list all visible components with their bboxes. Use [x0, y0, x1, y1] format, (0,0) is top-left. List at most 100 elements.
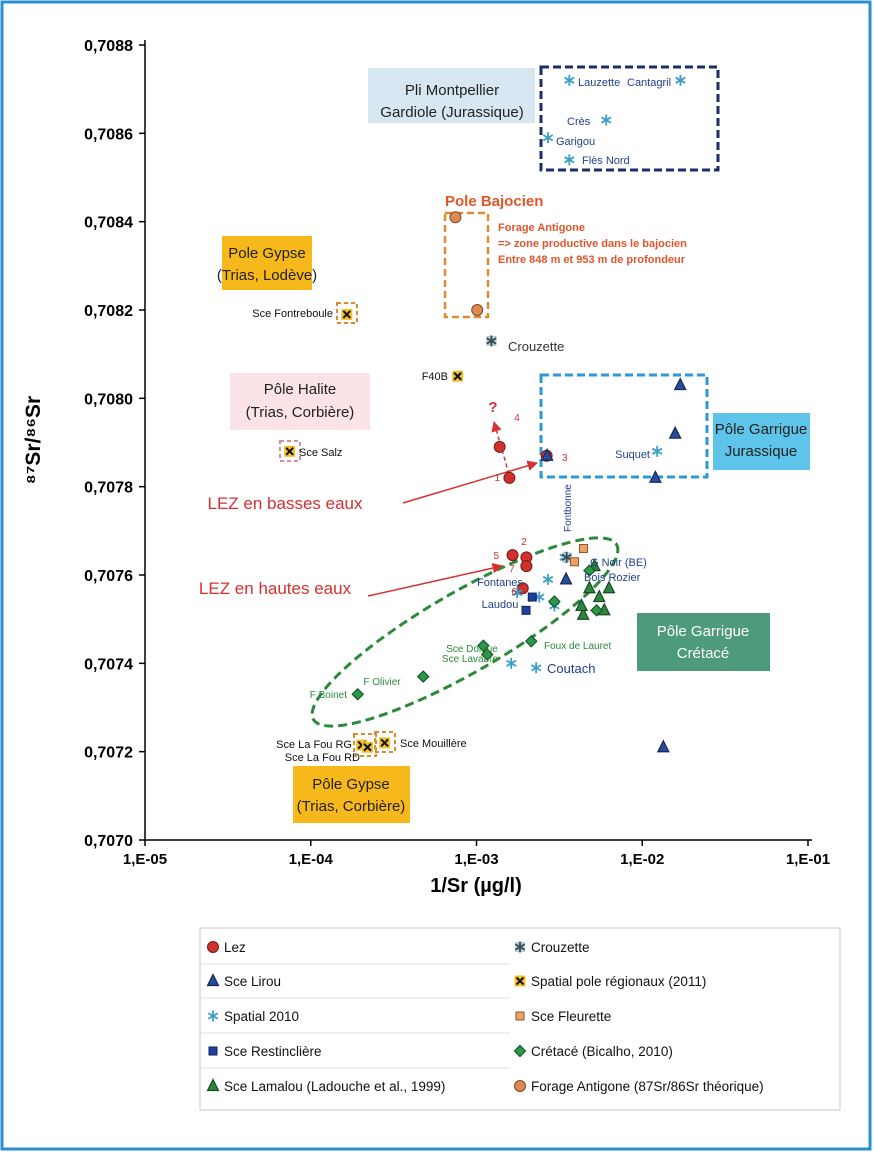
- marker-part: [527, 592, 537, 602]
- point: [524, 634, 538, 648]
- annotation: Pole Gypse (Trias, Lodève): [217, 245, 317, 284]
- marker-part: [513, 1044, 527, 1058]
- annotation-line: Jurassique: [725, 443, 798, 460]
- point: [521, 605, 531, 615]
- y-tick-label: 0,7084: [84, 215, 133, 232]
- x-tick-label: 1,E-01: [786, 851, 830, 868]
- marker-part: [285, 447, 294, 456]
- legend-label: Forage Antigone (87Sr/86Sr théorique): [531, 1079, 764, 1094]
- point: [542, 132, 554, 144]
- annotation: ?: [488, 399, 497, 416]
- group-box: [539, 65, 720, 172]
- y-tick-label: 0,7080: [84, 391, 133, 408]
- point: [351, 687, 365, 701]
- legend-label: Spatial 2010: [224, 1009, 299, 1024]
- annotation-line: Pôle Garrigue: [715, 421, 808, 438]
- legend-marker: [207, 1010, 219, 1022]
- annotation-line: Gardiole (Jurassique): [380, 104, 523, 121]
- point: [592, 589, 606, 603]
- marker-part: [520, 560, 533, 573]
- annotation: Pôle Garrigue Crétacé: [657, 623, 750, 662]
- point: [548, 595, 561, 608]
- marker-part: [576, 606, 590, 620]
- point: [668, 425, 682, 439]
- annotation: 6: [511, 587, 517, 598]
- group-box: [374, 731, 396, 753]
- annotation: Sce Fontreboule: [252, 308, 333, 320]
- marker-part: [590, 603, 603, 617]
- marker-part: [206, 973, 220, 987]
- y-tick-label: 0,7076: [84, 568, 133, 585]
- marker-part: [675, 76, 686, 84]
- marker-part: [582, 580, 596, 594]
- legend-label: Sce Lirou: [224, 974, 281, 989]
- marker-part: [548, 595, 561, 608]
- marker-part: [651, 447, 663, 455]
- annotation: Sce La Fou RD: [285, 752, 360, 764]
- annotation: Laudou: [482, 599, 519, 611]
- annotation-line: (Trias, Lodève): [217, 267, 317, 284]
- legend-marker: [208, 1046, 218, 1056]
- annotation: Fontanes: [477, 577, 523, 589]
- legend-marker: [514, 975, 526, 987]
- legend-marker: [206, 973, 220, 987]
- marker-part: [564, 156, 575, 164]
- marker-part: [208, 1046, 218, 1056]
- annotation-line: => zone productive dans le bajocien: [498, 238, 687, 250]
- marker-part: [600, 116, 612, 124]
- marker-part: [575, 598, 588, 612]
- marker-part: [471, 304, 484, 316]
- marker-part: [449, 211, 462, 224]
- marker-part: [578, 544, 588, 553]
- annotation: G Noir (BE): [590, 557, 647, 569]
- point: [564, 154, 575, 166]
- point: [530, 662, 542, 674]
- marker-part: [602, 580, 616, 594]
- legend-marker: [515, 1011, 525, 1021]
- annotation: F Olivier: [363, 677, 401, 688]
- marker-part: [648, 469, 662, 483]
- marker-part: [542, 134, 554, 142]
- group-box: [353, 733, 377, 757]
- marker-part: [493, 440, 506, 453]
- point: [506, 657, 517, 669]
- marker-part: [515, 976, 525, 986]
- legend-marker: [206, 1078, 220, 1092]
- marker-part: [506, 549, 519, 562]
- y-tick-label: 0,7072: [84, 745, 133, 762]
- marker-part: [583, 564, 596, 577]
- arrow: [367, 562, 504, 597]
- point: [575, 598, 588, 612]
- annotation: Sce Lavabre: [442, 654, 499, 665]
- annotation: 5: [493, 551, 499, 562]
- annotation: Pôle Halite (Trias, Corbière): [246, 381, 355, 421]
- marker-part: [477, 639, 490, 653]
- annotation-line: Forage Antigone: [498, 222, 585, 234]
- annotation: Crès: [567, 116, 591, 128]
- point: [503, 471, 516, 484]
- annotation: 3: [562, 453, 568, 464]
- point: [520, 560, 533, 573]
- annotation-line: (Trias, Corbière): [297, 798, 406, 815]
- point: [559, 571, 573, 585]
- point: [673, 377, 687, 391]
- annotation: Pôle Gypse (Trias, Corbière): [297, 776, 406, 815]
- point: [648, 469, 662, 483]
- annotation: Lauzette: [578, 77, 620, 89]
- point: [602, 580, 616, 594]
- legend-label: Crouzette: [531, 940, 590, 955]
- point: [590, 603, 603, 617]
- marker-part: [207, 1012, 219, 1020]
- point: [582, 580, 596, 594]
- annotation: Flès Nord: [582, 155, 630, 167]
- annotation: Sce Dolgue: [446, 644, 498, 655]
- point: [452, 370, 464, 382]
- marker-part: [486, 337, 497, 345]
- group-ellipse: [310, 536, 620, 728]
- marker-part: [480, 648, 494, 661]
- marker-part: [564, 76, 575, 84]
- annotation-line: (Trias, Corbière): [246, 404, 355, 421]
- arrow: [491, 420, 510, 475]
